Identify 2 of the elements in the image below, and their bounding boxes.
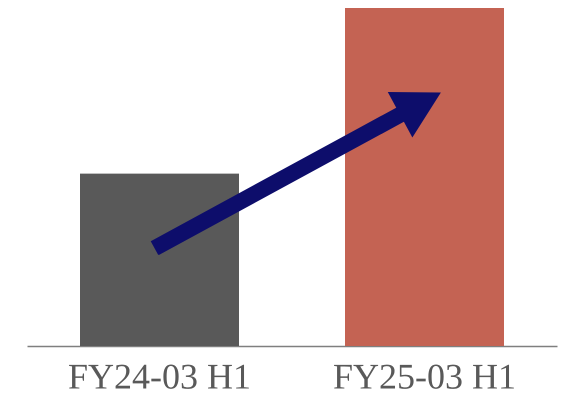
x-tick-label: FY25-03 H1 — [332, 356, 516, 396]
x-tick-label: FY24-03 H1 — [68, 356, 252, 396]
